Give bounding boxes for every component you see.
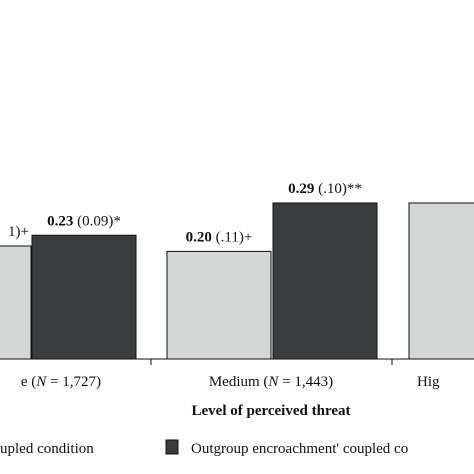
bar-series2-0 (31, 234, 137, 360)
bar-series1-0 (0, 245, 32, 360)
category-label-1: Medium (N = 1,443) (209, 374, 333, 390)
data-label-series2-0: 0.23 (0.09)* (47, 213, 121, 229)
category-label-2: Hig (417, 374, 440, 390)
data-label-series1-1: 0.20 (.11)+ (186, 229, 253, 245)
bar-series1-1 (166, 250, 272, 360)
bar-series2-1 (272, 202, 378, 360)
legend-label-series2: Outgroup encroachment' coupled co (191, 441, 408, 457)
data-label-series2-1: 0.29 (.10)** (288, 181, 362, 197)
bar-series1-2 (408, 202, 474, 360)
x-axis-title: Level of perceived threat (192, 403, 351, 419)
data-label-series1-0: 1)+ (8, 224, 29, 240)
legend-label-series1: upled condition (0, 441, 94, 457)
category-label-0: e (N = 1,727) (21, 374, 101, 390)
legend-swatch-series2 (165, 439, 179, 455)
